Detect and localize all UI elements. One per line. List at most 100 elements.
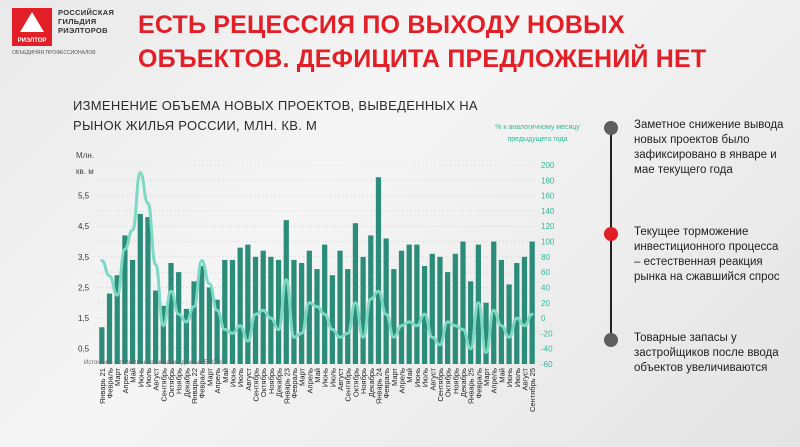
left-axis-unit: Млн. кв. м — [76, 148, 94, 180]
bar — [99, 327, 105, 364]
x-tick-label: Август — [244, 367, 253, 390]
bar — [153, 290, 159, 364]
bar — [468, 281, 474, 364]
bar — [352, 223, 359, 364]
logo-mark-text: РИЭЛТОР — [17, 38, 47, 44]
right-tick-label: 80 — [541, 253, 550, 262]
bar — [498, 259, 505, 364]
left-unit-line: кв. м — [76, 167, 94, 176]
bar — [206, 287, 213, 364]
x-tick-label: Сентябрь — [159, 368, 168, 402]
x-tick-label: Июнь — [228, 368, 237, 387]
bar — [460, 241, 466, 364]
x-tick-label: Март — [298, 367, 307, 386]
bar — [445, 272, 451, 364]
x-tick-label: Май — [313, 368, 322, 383]
bar — [521, 256, 528, 364]
right-tick-label: 140 — [541, 207, 555, 216]
timeline-dot — [604, 121, 618, 135]
bar — [114, 275, 120, 364]
right-tick-label: 60 — [541, 268, 550, 277]
bar — [406, 244, 412, 364]
timeline-dot — [604, 333, 618, 347]
logo-name: РОССИЙСКАЯ ГИЛЬДИЯ РИЭЛТОРОВ — [58, 8, 114, 35]
right-axis-unit: % к аналогичному месяцу предыдущего года — [495, 124, 580, 143]
guild-logo: РИЭЛТОР РОССИЙСКАЯ ГИЛЬДИЯ РИЭЛТОРОВ ОБЪ… — [12, 6, 122, 56]
x-tick-label: Ноябрь — [451, 368, 460, 394]
bar — [506, 284, 512, 364]
bar — [229, 259, 236, 364]
right-tick-label: 200 — [541, 161, 555, 170]
x-tick-label: Ноябрь — [267, 368, 276, 394]
bar — [414, 244, 420, 364]
x-tick-label: Декабрь — [459, 368, 468, 397]
x-tick-label: Сентябрь — [436, 368, 445, 402]
x-tick-label: Февраль — [106, 368, 115, 399]
bar — [283, 220, 289, 364]
bar — [514, 262, 520, 364]
right-tick-label: -40 — [541, 345, 553, 354]
bar — [483, 302, 489, 364]
x-tick-label: Декабрь — [275, 368, 284, 397]
left-tick-label: 0,5 — [78, 345, 90, 354]
x-tick-label: Апрель — [213, 368, 222, 394]
bar — [306, 250, 312, 364]
x-tick-label: Июль — [328, 368, 337, 387]
bar — [122, 235, 128, 364]
x-tick-label: Октябрь — [351, 368, 360, 397]
x-tick-label: Февраль — [382, 368, 391, 399]
logo-line: РОССИЙСКАЯ — [58, 8, 115, 17]
bar — [452, 253, 458, 364]
bar — [275, 259, 282, 364]
bar — [345, 269, 351, 364]
x-tick-label: Май — [497, 368, 506, 383]
left-unit-line: Млн. — [76, 151, 94, 160]
bar — [168, 262, 174, 364]
x-tick-label: Февраль — [290, 368, 299, 399]
x-tick-label: Декабрь — [367, 368, 376, 397]
bar — [391, 269, 397, 364]
right-tick-label: 160 — [541, 192, 555, 201]
x-tick-label: Апрель — [305, 368, 314, 394]
note-text: Товарные запасы у застройщиков после вво… — [634, 332, 779, 374]
x-tick-label: Март — [205, 367, 214, 386]
logo-mark-icon: РИЭЛТОР — [12, 8, 52, 46]
bar — [268, 256, 274, 364]
x-tick-label: Июль — [421, 368, 430, 387]
x-tick-label: Май — [221, 368, 230, 383]
left-tick-label: 1,5 — [78, 314, 90, 323]
x-tick-label: Июнь — [505, 368, 514, 387]
bar — [222, 259, 228, 364]
note-text: Текущее торможение инвестиционного проце… — [634, 226, 780, 283]
x-tick-label: Октябрь — [444, 368, 453, 397]
bar — [260, 250, 266, 364]
bar — [252, 256, 259, 364]
x-tick-label: Март — [390, 367, 399, 386]
x-tick-label: Март — [113, 367, 122, 386]
x-tick-label: Апрель — [121, 368, 130, 394]
bar — [291, 259, 297, 364]
bar — [529, 241, 535, 364]
x-tick-label: Август — [336, 367, 345, 390]
series-line — [100, 171, 534, 355]
bar — [137, 213, 143, 364]
x-tick-label: Июль — [144, 368, 153, 387]
right-tick-label: 40 — [541, 283, 550, 292]
bar — [176, 272, 182, 364]
left-tick-label: 2,5 — [78, 283, 90, 292]
right-tick-label: -60 — [541, 360, 553, 369]
bar — [398, 250, 405, 364]
x-tick-label: Март — [482, 367, 491, 386]
x-tick-label: Январь 25 — [467, 368, 476, 404]
right-tick-label: 20 — [541, 299, 550, 308]
x-tick-label: Февраль — [198, 368, 207, 399]
x-tick-label: Ноябрь — [359, 368, 368, 394]
bar — [360, 256, 366, 364]
bar — [429, 253, 435, 364]
bar — [337, 250, 343, 364]
bar — [237, 247, 243, 364]
x-tick-label: Июнь — [136, 368, 145, 387]
chart-title: ИЗМЕНЕНИЕ ОБЪЕМА НОВЫХ ПРОЕКТОВ, ВЫВЕДЕН… — [73, 98, 478, 133]
bar — [383, 238, 389, 364]
